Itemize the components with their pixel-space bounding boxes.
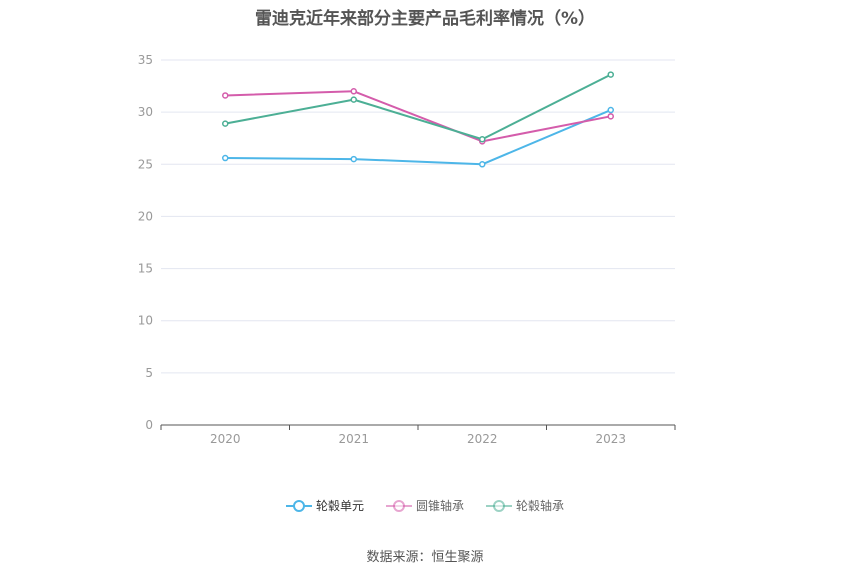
chart-title: 雷迪克近年来部分主要产品毛利率情况（%）: [254, 9, 596, 29]
y-tick-label: 30: [138, 105, 153, 119]
series-line: [225, 90, 611, 143]
series-2: [222, 88, 614, 145]
y-tick-label: 0: [145, 418, 153, 432]
series-1: [222, 106, 614, 168]
y-tick-label: 25: [138, 157, 153, 171]
grid-lines: [161, 59, 675, 374]
series-line: [225, 109, 612, 166]
legend-line-icon: [486, 499, 512, 512]
legend-label: 圆锥轴承: [415, 499, 464, 513]
legend-line-icon: [285, 499, 312, 512]
data-point: [607, 71, 614, 78]
data-point: [607, 113, 614, 120]
line-chart: 0 5 10 15 20 25 30 35 2020 2021 2022 2023: [138, 53, 676, 446]
legend-marker: [392, 499, 405, 512]
data-source: 数据来源：恒生聚源: [366, 550, 484, 565]
data-point: [479, 161, 486, 168]
series-layer: [222, 71, 614, 168]
chart-legend: 轮毂单元 圆锥轴承 轮毂轴承: [0, 497, 850, 514]
legend-item[interactable]: 圆锥轴承: [385, 497, 464, 514]
series-3: [222, 71, 614, 143]
axes: 0 5 10 15 20 25 30 35 2020 2021 2022 2023: [138, 53, 676, 446]
data-point: [350, 96, 357, 103]
y-tick-label: 10: [138, 314, 153, 328]
data-point: [222, 154, 229, 162]
legend-item[interactable]: 轮毂单元: [285, 497, 364, 514]
data-point: [350, 155, 357, 163]
legend-marker: [493, 499, 505, 512]
y-tick-label: 20: [138, 209, 153, 223]
x-tick-label: 2020: [210, 432, 241, 446]
data-point: [479, 136, 486, 143]
legend-marker: [292, 499, 305, 512]
y-tick-label: 15: [138, 262, 153, 276]
data-point: [222, 92, 229, 99]
legend-label: 轮毂单元: [315, 499, 364, 513]
legend-label: 轮毂轴承: [516, 499, 565, 513]
series-line: [225, 73, 612, 141]
data-point: [350, 88, 357, 95]
y-tick-label: 35: [138, 53, 153, 67]
data-point: [607, 106, 614, 114]
legend-item[interactable]: 轮毂轴承: [486, 497, 564, 514]
x-tick-label: 2022: [467, 432, 498, 446]
legend-line-icon: [385, 499, 412, 512]
x-tick-label: 2021: [338, 432, 369, 446]
y-tick-label: 5: [145, 366, 153, 380]
data-point: [222, 120, 229, 127]
x-tick-label: 2023: [595, 432, 626, 446]
